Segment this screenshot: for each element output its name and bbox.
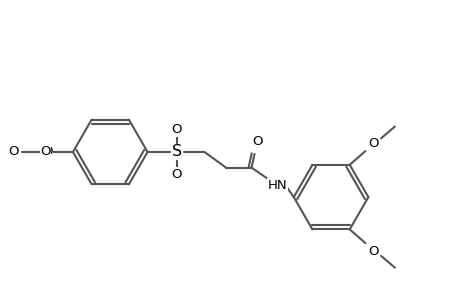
Text: O: O (42, 146, 53, 158)
Text: HN: HN (267, 179, 286, 192)
Text: O: O (171, 168, 182, 181)
Text: O: O (40, 146, 50, 158)
Text: O: O (252, 135, 262, 148)
Text: O: O (171, 123, 182, 136)
Text: O: O (367, 137, 378, 150)
Text: O: O (367, 244, 378, 257)
Text: S: S (172, 145, 182, 160)
Text: O: O (8, 146, 18, 158)
